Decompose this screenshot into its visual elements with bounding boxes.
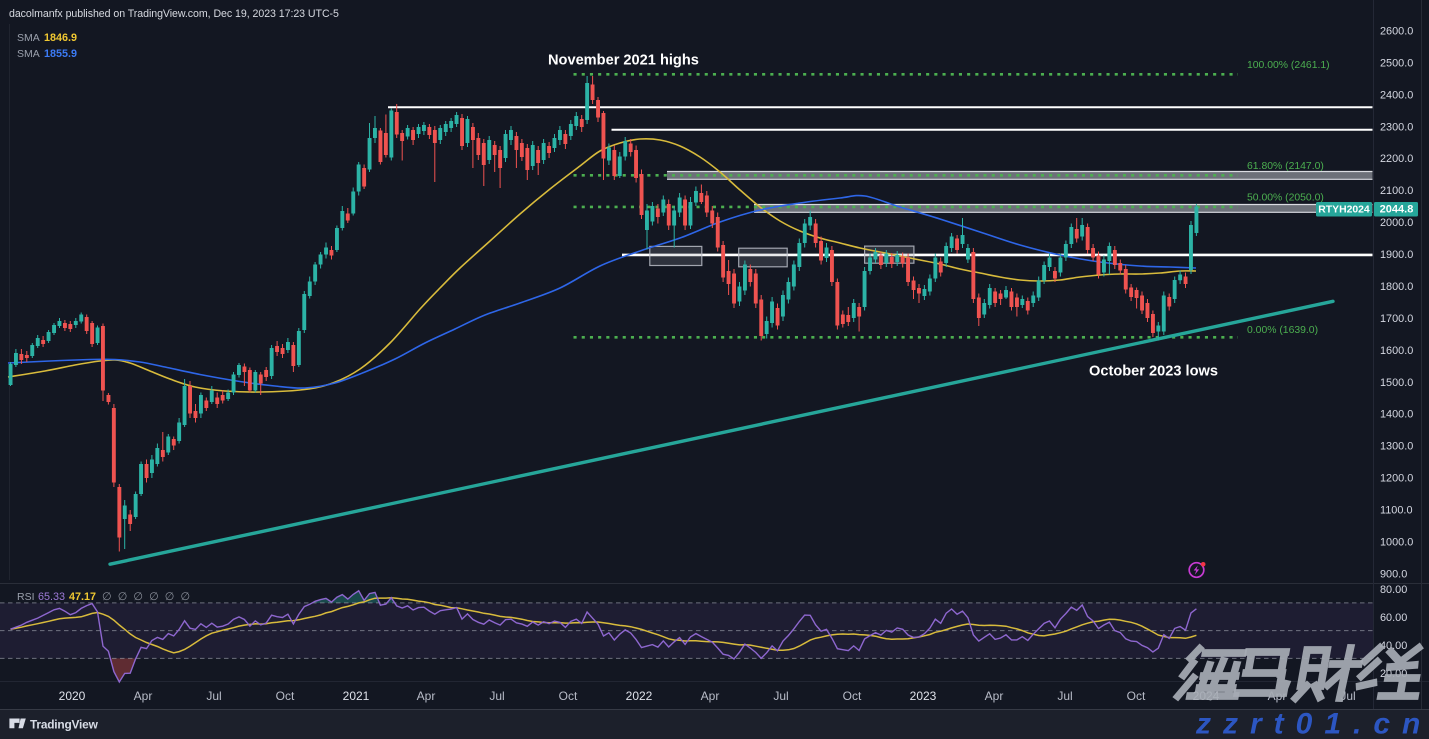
svg-text:80.00: 80.00: [1380, 584, 1407, 596]
svg-text:RTYH2024: RTYH2024: [1318, 205, 1370, 216]
svg-text:1600.0: 1600.0: [1380, 345, 1413, 357]
svg-text:SMA: SMA: [17, 32, 40, 44]
svg-text:Apr: Apr: [701, 689, 720, 703]
svg-text:November 2021 highs: November 2021 highs: [548, 53, 699, 69]
svg-text:2023: 2023: [910, 689, 937, 703]
svg-text:2400.0: 2400.0: [1380, 89, 1413, 101]
svg-text:60.00: 60.00: [1380, 612, 1407, 624]
svg-text:900.0: 900.0: [1380, 568, 1407, 580]
svg-text:1200.0: 1200.0: [1380, 473, 1413, 485]
svg-text:Oct: Oct: [276, 689, 295, 703]
svg-text:Jul: Jul: [1057, 689, 1072, 703]
svg-text:1700.0: 1700.0: [1380, 313, 1413, 325]
svg-text:Jul: Jul: [206, 689, 221, 703]
svg-text:50.00% (2050.0): 50.00% (2050.0): [1247, 193, 1324, 204]
svg-text:2500.0: 2500.0: [1380, 57, 1413, 69]
svg-text:1000.0: 1000.0: [1380, 537, 1413, 549]
svg-text:SMA: SMA: [17, 48, 40, 60]
svg-text:zzrt01.cn: zzrt01.cn: [1195, 708, 1429, 739]
svg-text:40.00: 40.00: [1380, 640, 1407, 652]
svg-text:2020: 2020: [59, 689, 86, 703]
svg-text:1900.0: 1900.0: [1380, 249, 1413, 261]
svg-text:1800.0: 1800.0: [1380, 281, 1413, 293]
svg-text:Apr: Apr: [134, 689, 153, 703]
svg-text:TradingView: TradingView: [30, 718, 99, 732]
svg-text:2022: 2022: [626, 689, 653, 703]
svg-text:2100.0: 2100.0: [1380, 185, 1413, 197]
svg-text:Oct: Oct: [1127, 689, 1146, 703]
svg-text:RSI: RSI: [17, 591, 35, 603]
svg-text:dacolmanfx published on Tradin: dacolmanfx published on TradingView.com,…: [9, 8, 339, 20]
svg-text:Apr: Apr: [417, 689, 436, 703]
svg-text:2000.0: 2000.0: [1380, 217, 1413, 229]
svg-text:1500.0: 1500.0: [1380, 377, 1413, 389]
svg-text:1300.0: 1300.0: [1380, 441, 1413, 453]
svg-text:Oct: Oct: [843, 689, 862, 703]
svg-text:2044.8: 2044.8: [1380, 204, 1414, 216]
svg-text:1400.0: 1400.0: [1380, 409, 1413, 421]
svg-text:Jul: Jul: [773, 689, 788, 703]
svg-text:Jul: Jul: [489, 689, 504, 703]
svg-text:1100.0: 1100.0: [1380, 505, 1413, 517]
svg-text:2021: 2021: [343, 689, 370, 703]
svg-text:47.17: 47.17: [69, 591, 96, 603]
svg-text:October 2023 lows: October 2023 lows: [1089, 364, 1218, 380]
svg-text:2200.0: 2200.0: [1380, 153, 1413, 165]
svg-text:100.00% (2461.1): 100.00% (2461.1): [1247, 60, 1330, 71]
svg-text:1846.9: 1846.9: [44, 32, 77, 44]
svg-text:61.80% (2147.0): 61.80% (2147.0): [1247, 161, 1324, 172]
svg-text:Apr: Apr: [985, 689, 1004, 703]
svg-text:2300.0: 2300.0: [1380, 121, 1413, 133]
svg-text:65.33: 65.33: [38, 591, 65, 603]
svg-text:2600.0: 2600.0: [1380, 26, 1413, 38]
svg-text:Oct: Oct: [559, 689, 578, 703]
svg-text:∅ ∅ ∅ ∅ ∅ ∅: ∅ ∅ ∅ ∅ ∅ ∅: [102, 591, 190, 603]
svg-text:1855.9: 1855.9: [44, 48, 77, 60]
svg-text:0.00% (1639.0): 0.00% (1639.0): [1247, 325, 1318, 336]
